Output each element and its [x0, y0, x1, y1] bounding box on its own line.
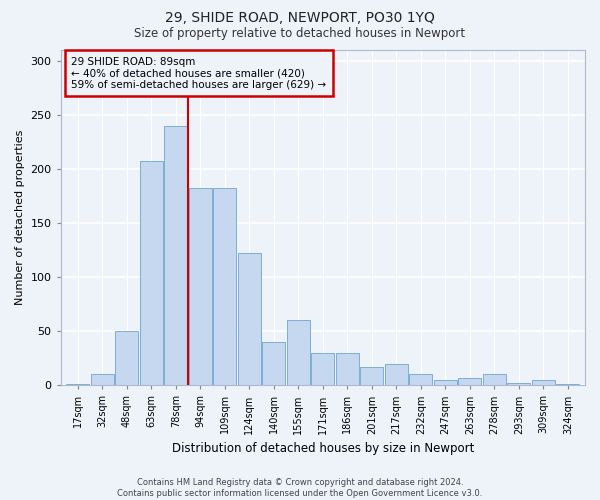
Bar — [458, 378, 481, 386]
Text: Size of property relative to detached houses in Newport: Size of property relative to detached ho… — [134, 28, 466, 40]
X-axis label: Distribution of detached houses by size in Newport: Distribution of detached houses by size … — [172, 442, 474, 455]
Bar — [213, 188, 236, 386]
Bar — [164, 126, 187, 386]
Bar — [532, 380, 555, 386]
Bar — [507, 383, 530, 386]
Y-axis label: Number of detached properties: Number of detached properties — [15, 130, 25, 306]
Bar — [409, 374, 433, 386]
Text: 29, SHIDE ROAD, NEWPORT, PO30 1YQ: 29, SHIDE ROAD, NEWPORT, PO30 1YQ — [165, 12, 435, 26]
Bar — [91, 374, 114, 386]
Text: 29 SHIDE ROAD: 89sqm
← 40% of detached houses are smaller (420)
59% of semi-deta: 29 SHIDE ROAD: 89sqm ← 40% of detached h… — [71, 56, 326, 90]
Bar — [66, 384, 89, 386]
Bar — [115, 331, 139, 386]
Bar — [360, 367, 383, 386]
Bar — [140, 162, 163, 386]
Bar — [238, 254, 261, 386]
Bar — [556, 384, 580, 386]
Bar — [434, 380, 457, 386]
Text: Contains HM Land Registry data © Crown copyright and database right 2024.
Contai: Contains HM Land Registry data © Crown c… — [118, 478, 482, 498]
Bar — [311, 353, 334, 386]
Bar — [262, 342, 286, 386]
Bar — [189, 188, 212, 386]
Bar — [483, 374, 506, 386]
Bar — [287, 320, 310, 386]
Bar — [336, 353, 359, 386]
Bar — [385, 364, 408, 386]
